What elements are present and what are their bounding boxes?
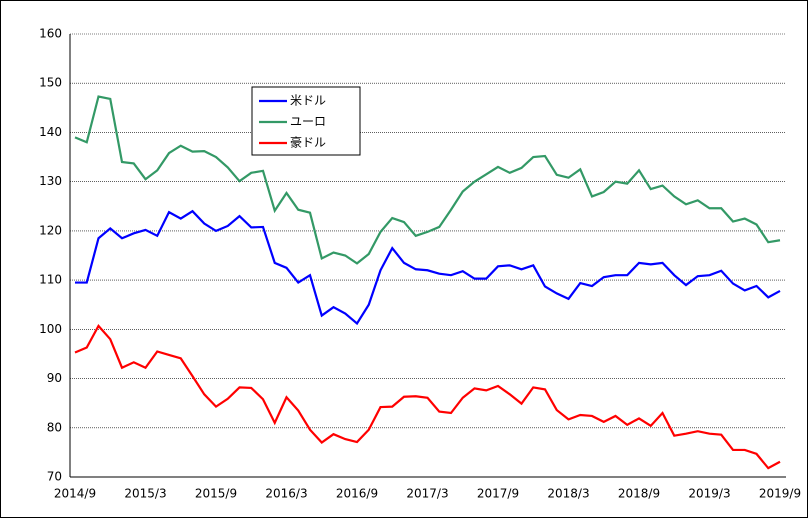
y-tick-label: 100	[39, 322, 62, 336]
series-line	[74, 95, 781, 265]
y-tick-label: 80	[47, 420, 62, 434]
x-tick-label: 2014/9	[54, 487, 96, 501]
legend-label: 米ドル	[290, 94, 326, 108]
y-tick-label: 140	[39, 125, 62, 139]
y-tick-label: 130	[39, 174, 62, 188]
x-tick-label: 2018/9	[618, 487, 660, 501]
x-tick-label: 2019/9	[759, 487, 801, 501]
x-tick-label: 2017/3	[406, 487, 448, 501]
x-tick-label: 2016/9	[336, 487, 378, 501]
y-tick-label: 110	[39, 273, 62, 287]
series-line	[75, 209, 781, 326]
x-tick-label: 2017/9	[477, 487, 519, 501]
y-tick-label: 150	[39, 76, 62, 90]
x-tick-label: 2015/3	[124, 487, 166, 501]
y-tick-label: 70	[47, 470, 62, 484]
y-tick-label: 120	[39, 223, 62, 237]
x-tick-label: 2018/3	[547, 487, 589, 501]
legend-label: 豪ドル	[290, 135, 326, 150]
series-line	[74, 323, 781, 470]
y-tick-label: 90	[47, 371, 62, 385]
x-tick-label: 2015/9	[195, 487, 237, 501]
y-tick-label: 160	[39, 27, 62, 41]
x-tick-label: 2016/3	[265, 487, 307, 501]
x-tick-label: 2019/3	[688, 487, 730, 501]
legend-label: ユーロ	[290, 115, 326, 129]
